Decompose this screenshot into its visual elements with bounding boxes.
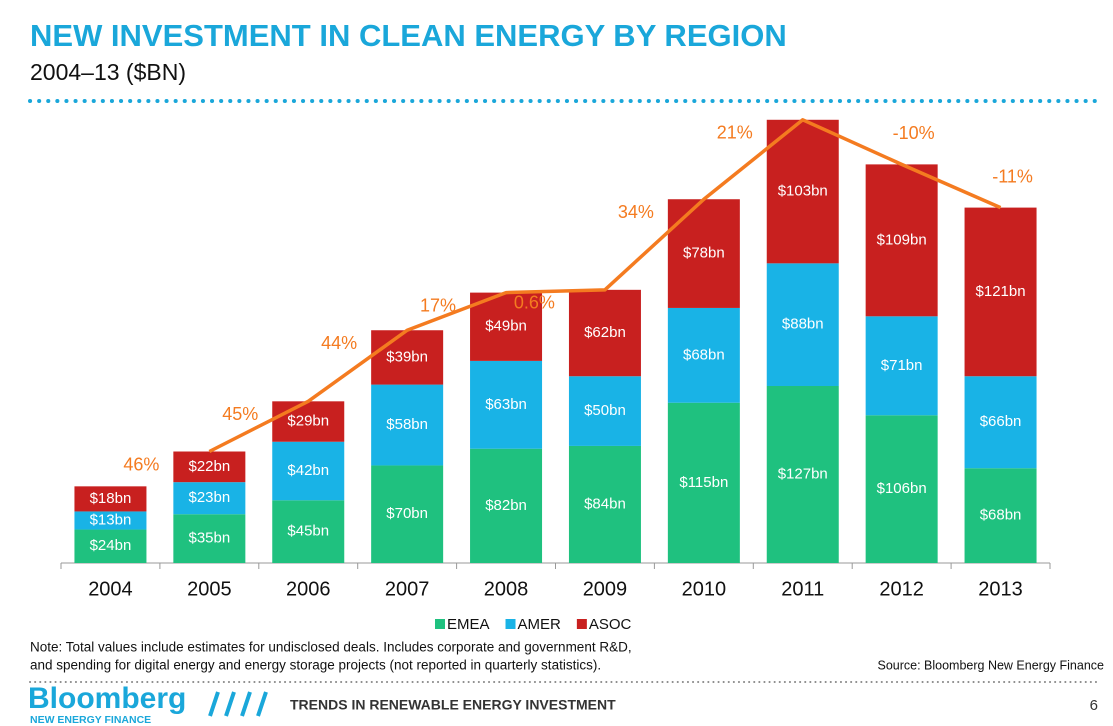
growth-label: -10% xyxy=(893,123,935,143)
value-label: $109bn xyxy=(877,231,927,248)
bar-segment xyxy=(74,529,147,563)
bar-segment xyxy=(568,289,641,377)
value-label: $78bn xyxy=(683,245,725,262)
growth-label: 45% xyxy=(222,404,258,424)
growth-line xyxy=(208,118,1002,454)
value-label: $66bn xyxy=(980,413,1022,430)
bar-segment xyxy=(766,385,839,563)
value-label: $50bn xyxy=(584,402,626,419)
value-label: $127bn xyxy=(778,465,828,482)
value-label: $22bn xyxy=(188,458,230,475)
bar-segment xyxy=(470,448,543,563)
bar-segment xyxy=(173,482,246,515)
value-label: $49bn xyxy=(485,318,527,335)
legend-label: AMER xyxy=(518,616,562,633)
x-tick-label: 2006 xyxy=(286,578,331,600)
page-number: 6 xyxy=(1090,697,1098,714)
bar-segment xyxy=(568,376,641,446)
value-label: $13bn xyxy=(90,511,132,528)
x-tick-label: 2013 xyxy=(978,578,1023,600)
growth-label: 46% xyxy=(123,454,159,474)
note: Note: Total values include estimates for… xyxy=(30,640,632,655)
bar-segment xyxy=(371,384,444,466)
x-tick-label: 2008 xyxy=(484,578,529,600)
source: Source: Bloomberg New Energy Finance xyxy=(877,658,1104,672)
bar-segment xyxy=(74,511,147,530)
bar-segment xyxy=(272,441,345,501)
legend-swatch xyxy=(505,619,516,629)
value-label: $68bn xyxy=(683,346,725,363)
value-label: $45bn xyxy=(287,523,329,540)
growth-label: 44% xyxy=(321,333,357,353)
value-label: $115bn xyxy=(679,474,728,491)
x-tick-label: 2010 xyxy=(682,578,727,600)
value-label: $84bn xyxy=(584,495,626,512)
bar-segment xyxy=(272,401,345,442)
value-label: $88bn xyxy=(782,316,824,333)
bar-segment xyxy=(766,119,839,264)
x-tick-label: 2004 xyxy=(88,578,133,600)
growth-label: 34% xyxy=(618,202,654,222)
value-label: $63bn xyxy=(485,396,527,413)
legend-label: EMEA xyxy=(447,616,490,633)
brand-sub: NEW ENERGY FINANCE xyxy=(30,714,151,726)
x-tick-label: 2009 xyxy=(583,578,628,600)
bar-segment xyxy=(865,164,938,317)
bar-segment xyxy=(371,330,444,385)
bar-segment xyxy=(272,500,345,563)
growth-label: 0.6% xyxy=(514,293,555,313)
bar-segment xyxy=(964,468,1037,563)
value-label: $121bn xyxy=(976,283,1026,300)
value-label: $103bn xyxy=(778,183,828,200)
bar-segment xyxy=(667,402,740,563)
bar-segment xyxy=(470,292,543,361)
bar-segment xyxy=(667,199,740,308)
bar-segment xyxy=(173,451,246,483)
value-label: $23bn xyxy=(188,489,230,506)
x-tick-label: 2005 xyxy=(187,578,232,600)
x-tick-label: 2007 xyxy=(385,578,430,600)
growth-label: 21% xyxy=(717,123,753,143)
growth-label: -11% xyxy=(992,166,1033,186)
value-label: $82bn xyxy=(485,497,527,514)
tagline: TRENDS IN RENEWABLE ENERGY INVESTMENT xyxy=(290,697,616,713)
legend-swatch xyxy=(576,619,587,629)
value-label: $70bn xyxy=(386,505,428,522)
x-tick-label: 2012 xyxy=(879,578,924,600)
value-label: $18bn xyxy=(90,490,132,507)
value-label: $62bn xyxy=(584,324,626,341)
bar-segment xyxy=(470,360,543,449)
value-label: $58bn xyxy=(386,416,428,433)
brand: Bloomberg xyxy=(28,682,186,715)
value-label: $29bn xyxy=(287,413,329,430)
growth-label: 17% xyxy=(420,295,456,315)
value-label: $35bn xyxy=(188,530,230,547)
value-label: $106bn xyxy=(877,480,927,497)
bar-segment xyxy=(766,263,839,386)
slashes xyxy=(208,691,268,717)
note: and spending for digital energy and ener… xyxy=(30,658,601,673)
chart-subtitle: 2004–13 ($BN) xyxy=(30,59,186,85)
legend-label: ASOC xyxy=(589,616,632,633)
value-label: $42bn xyxy=(287,462,329,479)
bar-segment xyxy=(964,207,1037,377)
bar-segment xyxy=(667,307,740,403)
bar-segment xyxy=(74,486,147,512)
value-label: $71bn xyxy=(881,357,923,374)
value-label: $24bn xyxy=(90,537,132,554)
bar-segment xyxy=(964,376,1037,469)
bar-segment xyxy=(173,514,246,563)
chart-title: NEW INVESTMENT IN CLEAN ENERGY BY REGION xyxy=(30,18,787,53)
value-label: $68bn xyxy=(980,507,1022,524)
x-tick-label: 2011 xyxy=(781,578,824,600)
bar-segment xyxy=(568,445,641,563)
bar-segment xyxy=(865,316,938,416)
bar-segment xyxy=(371,465,444,563)
value-label: $39bn xyxy=(386,348,428,365)
legend-swatch xyxy=(435,619,445,629)
bar-segment xyxy=(865,415,938,563)
